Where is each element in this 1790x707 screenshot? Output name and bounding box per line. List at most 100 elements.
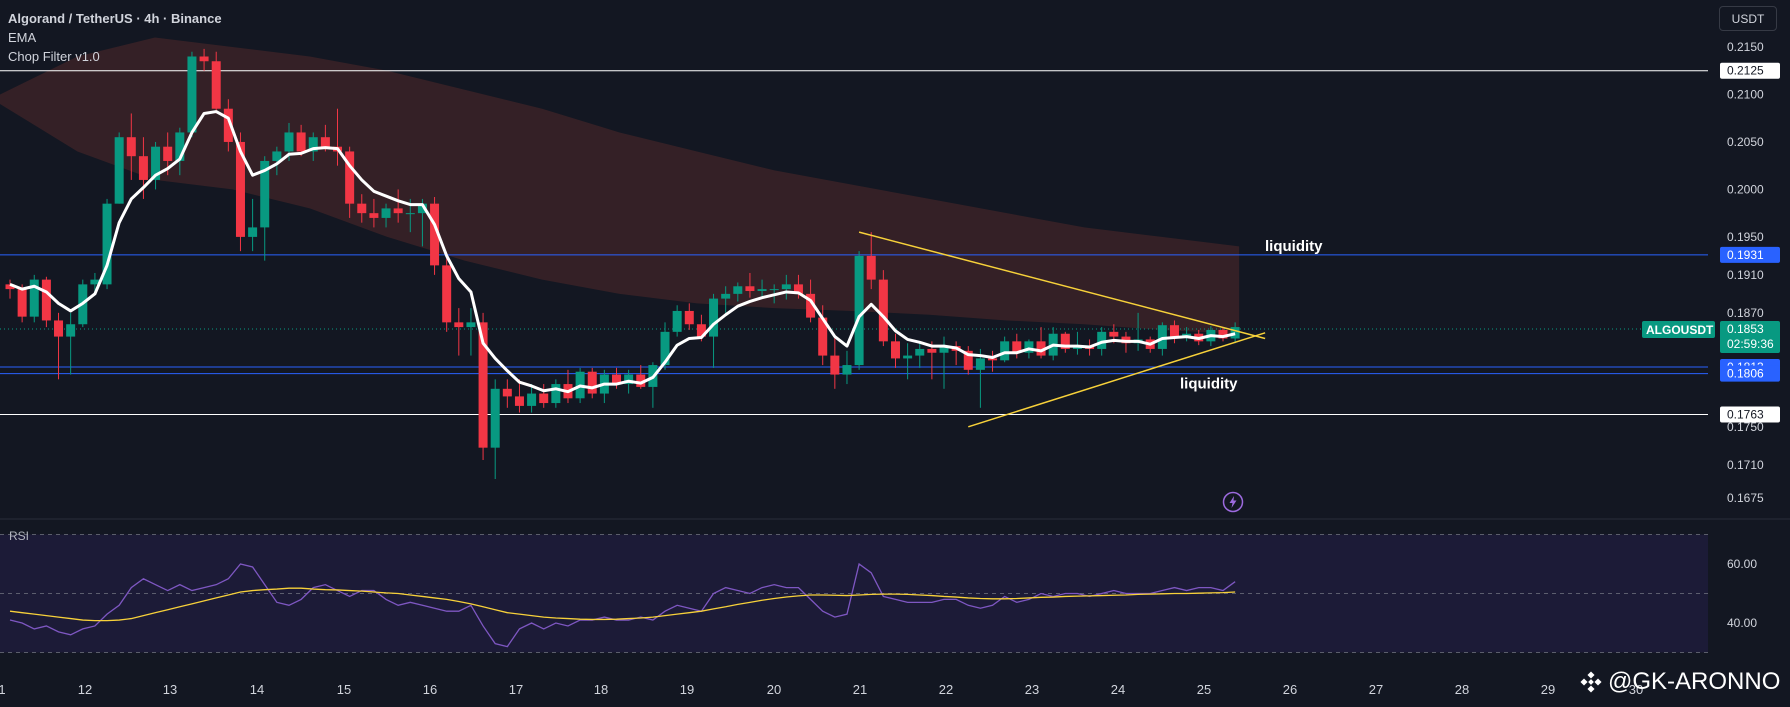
candle-body (114, 137, 124, 204)
candle-body (490, 388, 500, 448)
time-axis[interactable]: 1 12 13 14 15 16 17 18 19 20 21 22 23 24 25 26 27 28 29 30 (0, 682, 1643, 697)
candle-body (830, 355, 840, 375)
candle-body (211, 61, 221, 109)
candle-body (587, 371, 597, 394)
candle-body (442, 265, 452, 323)
liquidity-annotation-upper: liquidity (1265, 238, 1323, 255)
price-tick-label: 0.1910 (1727, 268, 1764, 282)
flash-icon[interactable] (1222, 491, 1244, 513)
candle-body (757, 289, 767, 292)
candle-body (1060, 333, 1070, 349)
candle-body (126, 137, 136, 157)
candle-body (272, 151, 282, 161)
candle-body (17, 289, 27, 317)
candle-body (684, 310, 694, 325)
price-label: 0.1763 (1727, 407, 1764, 421)
candle-body (818, 317, 828, 356)
candle-body (721, 293, 731, 299)
candle-body (903, 355, 913, 359)
candle-body (696, 324, 706, 337)
price-tick-label: 0.1675 (1727, 491, 1764, 505)
candle-body (151, 146, 161, 180)
price-label: 0.2125 (1727, 64, 1764, 78)
candle-body (284, 132, 294, 152)
candle-body (308, 137, 318, 152)
watermark: @GK-ARONNO (1580, 668, 1780, 696)
rsi-pane-label[interactable]: RSI (9, 529, 30, 543)
candle-body (90, 279, 100, 285)
candle-body (733, 286, 743, 294)
candle-body (345, 151, 355, 204)
currency-button[interactable]: USDT (1719, 6, 1777, 31)
symbol-label-box (1642, 320, 1715, 338)
candle-body (1012, 341, 1022, 353)
time-tick-label: 21 (853, 682, 867, 697)
candle-body (1036, 341, 1046, 356)
candle-body (320, 137, 330, 147)
price-label-box (1720, 246, 1780, 263)
trendline-1 (968, 332, 1266, 428)
price-tick-label: 0.2050 (1727, 135, 1764, 149)
candle-body (636, 374, 646, 387)
candle-body (927, 348, 937, 353)
candle-body (223, 108, 233, 142)
candle-body (466, 322, 476, 328)
price-label-box (1720, 406, 1780, 423)
time-tick-label: 26 (1283, 682, 1297, 697)
rsi-pane[interactable] (0, 534, 1708, 653)
candle-body (29, 279, 39, 317)
candle-body (163, 146, 173, 161)
candle-body (709, 298, 719, 337)
indicator-chop-filter-label[interactable]: Chop Filter v1.0 (8, 49, 100, 64)
candle-body (454, 322, 464, 328)
candle-body (1218, 329, 1228, 339)
candle-body (357, 203, 367, 214)
price-tick-label: 0.1750 (1727, 420, 1764, 434)
candle-body (102, 203, 112, 285)
time-tick-label: 30 (1629, 682, 1643, 697)
watermark-text: @GK-ARONNO (1608, 668, 1781, 695)
price-tick-label: 0.2000 (1727, 182, 1764, 196)
time-tick-label: 18 (594, 682, 608, 697)
candle-body (672, 310, 682, 332)
time-tick-label: 24 (1111, 682, 1125, 697)
candle-body (393, 208, 403, 214)
candle-body (235, 141, 245, 237)
binance-logo-icon (1580, 671, 1602, 693)
price-axis[interactable]: 0.2150 0.2100 0.2050 0.2000 0.1950 0.1910 0.18… (1642, 40, 1780, 630)
time-tick-label: 19 (680, 682, 694, 697)
time-tick-label: 25 (1197, 682, 1211, 697)
candle-body (199, 56, 209, 62)
time-tick-label: 23 (1025, 682, 1039, 697)
candle-body (66, 324, 76, 337)
indicator-ema-label[interactable]: EMA (8, 30, 37, 45)
chart-legend: Algorand / TetherUS · 4h · Binance EMA C… (8, 9, 222, 66)
candle-body (842, 365, 852, 375)
candle-body (769, 289, 779, 291)
time-tick-label: 16 (423, 682, 437, 697)
time-tick-label: 29 (1541, 682, 1555, 697)
candle-body (1109, 331, 1119, 337)
price-tick-label: 0.2150 (1727, 40, 1764, 54)
time-tick-label: 12 (78, 682, 92, 697)
symbol-label: ALGOUSDT (1646, 323, 1714, 337)
candle-body (138, 156, 148, 180)
candle-body (1169, 325, 1179, 337)
candle-body (624, 374, 634, 385)
time-tick-label: 17 (509, 682, 523, 697)
candle-body (745, 286, 755, 292)
candle-body (539, 393, 549, 404)
candle-body (478, 322, 488, 448)
candle-body (1230, 327, 1240, 339)
candle-body (430, 203, 440, 266)
rsi-tick-label: 40.00 (1727, 616, 1757, 630)
time-tick-label: 1 (0, 682, 6, 697)
price-tick-label: 0.1870 (1727, 306, 1764, 320)
price-pane[interactable]: liquidity liquidity (0, 37, 1708, 480)
rsi-band (0, 534, 1708, 653)
ema-line (9, 110, 1236, 394)
symbol-title[interactable]: Algorand / TetherUS · 4h · Binance (8, 11, 222, 26)
price-label-box (1720, 62, 1780, 79)
candle-body (187, 56, 197, 133)
